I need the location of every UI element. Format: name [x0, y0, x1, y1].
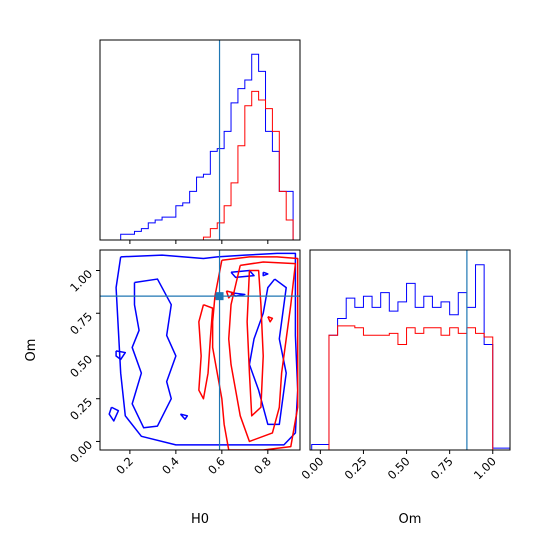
- contour-red-11: [246, 269, 264, 417]
- contour-red-10: [227, 261, 297, 443]
- scatter-contour-clip: [108, 252, 299, 450]
- scatter-contour-group: [108, 252, 299, 450]
- hist-om-tick-label: 0.00: [298, 454, 326, 482]
- scatter-y-tick-label: 0.75: [67, 309, 95, 337]
- scatter-y-tick-label: 0.25: [67, 395, 95, 423]
- contour-blue-2: [248, 278, 287, 426]
- contour-blue-5: [108, 406, 120, 422]
- scatter-y-tick-label: 1.00: [67, 267, 95, 295]
- contour-blue-0: [115, 252, 299, 446]
- scatter-y-tick-label: 0.50: [67, 352, 95, 380]
- hist-om-series-group: [311, 264, 511, 451]
- hist-om-panel: 0.00 0.25 0.50 0.75 1.00 Om: [298, 249, 511, 527]
- hist-om-step-blue: [311, 264, 511, 450]
- scatter-x-axis-label: H0: [191, 512, 209, 527]
- scatter-x-tick-label: 0.2: [113, 454, 136, 477]
- contour-red-12: [198, 303, 214, 400]
- scatter-y-ticks: 0.00 0.25 0.50 0.75 1.00: [67, 267, 100, 466]
- hist-om-tick-label: 0.25: [342, 454, 370, 482]
- hist-h0-series-group: [106, 53, 300, 241]
- scatter-x-tick-label: 0.4: [159, 454, 182, 477]
- hist-om-x-ticks: 0.00 0.25 0.50 0.75 1.00: [298, 450, 499, 482]
- hist-h0-ticks: [129, 240, 269, 244]
- scatter-y-axis-label: Om: [24, 339, 39, 362]
- contour-red-13: [225, 290, 235, 299]
- hist-om-tick-label: 1.00: [471, 454, 499, 482]
- contour-red-14: [267, 315, 274, 323]
- contour-blue-1: [131, 278, 177, 429]
- contour-red-9: [211, 256, 299, 450]
- hist-om-tick-label: 0.75: [428, 454, 456, 482]
- scatter-frame: [99, 249, 301, 451]
- contour-blue-3: [230, 269, 255, 279]
- scatter-x-tick-label: 0.6: [205, 454, 228, 477]
- hist-h0-step-red: [106, 90, 300, 241]
- hist-h0-frame: [99, 39, 301, 241]
- hist-om-x-axis-label: Om: [399, 512, 422, 527]
- scatter-truth-marker: [215, 292, 224, 301]
- scatter-x-ticks: 0.2 0.4 0.6 0.8: [113, 450, 274, 477]
- scatter-y-tick-label: 0.00: [67, 438, 95, 466]
- hist-h0-panel: [99, 39, 301, 244]
- contour-blue-4: [115, 350, 127, 361]
- contour-blue-6: [179, 413, 189, 420]
- hist-om-tick-label: 0.50: [385, 454, 413, 482]
- hist-h0-step-blue: [106, 53, 300, 241]
- hist-om-frame: [309, 249, 511, 451]
- scatter-x-tick-label: 0.8: [251, 454, 274, 477]
- scatter-panel: 0.2 0.4 0.6 0.8 0.00 0.25 0.50 0.75 1.00 H0 Om: [24, 249, 301, 527]
- hist-om-step-red: [311, 325, 510, 451]
- contour-blue-8: [262, 271, 269, 277]
